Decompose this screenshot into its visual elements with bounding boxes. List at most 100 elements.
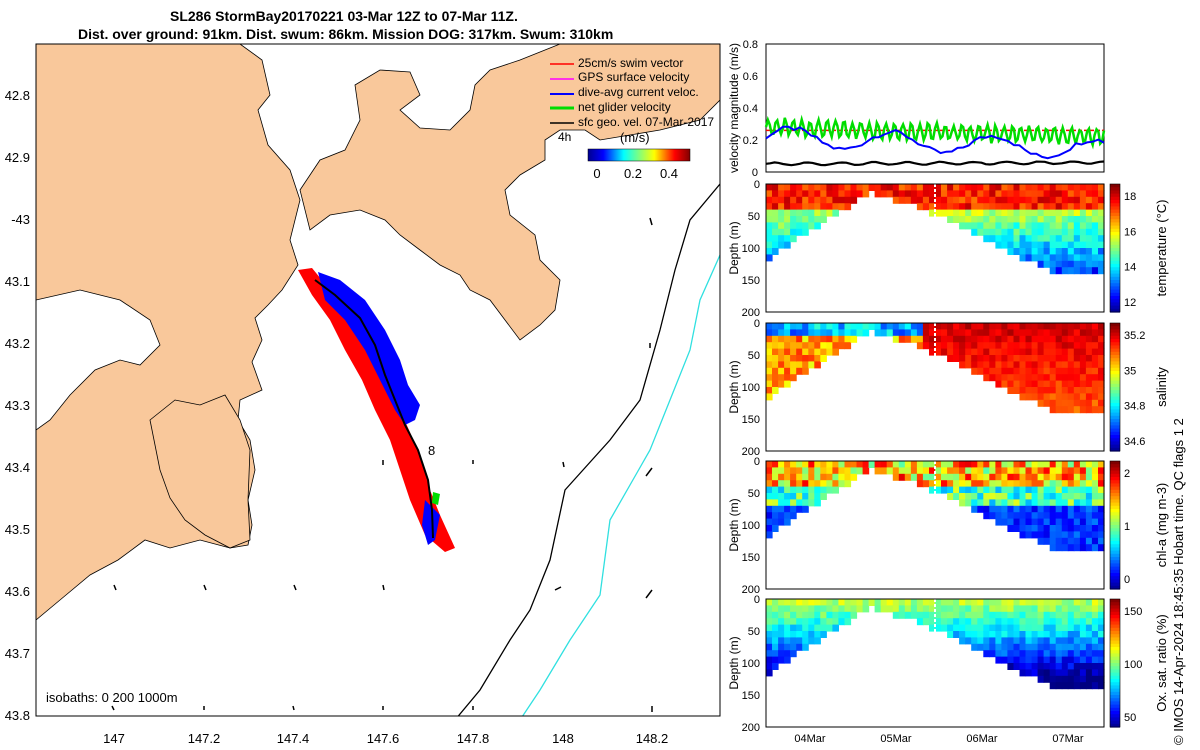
section-cell: [766, 209, 773, 217]
section-cell: [1007, 525, 1014, 532]
section-cell: [844, 611, 852, 619]
section-cell: [802, 611, 809, 619]
section-cell: [1031, 663, 1039, 670]
section-cell: [1031, 669, 1039, 677]
section-cell: [1091, 329, 1099, 337]
section-cell: [1098, 631, 1105, 638]
section-cell: [898, 599, 906, 606]
section-cell: [1098, 624, 1105, 632]
section-cell: [977, 367, 984, 375]
section-cell: [1073, 493, 1081, 500]
section-cell: [983, 618, 990, 626]
section-cell: [1043, 467, 1051, 475]
section-cell: [790, 323, 797, 330]
section-cell: [796, 196, 803, 204]
section-cell: [1031, 624, 1039, 632]
section-cell: [1025, 631, 1033, 638]
section-cell: [778, 643, 785, 651]
section-cell: [1055, 631, 1063, 638]
section-cell: [1031, 518, 1039, 526]
section-cell: [1098, 380, 1105, 388]
section-cell: [1049, 525, 1057, 532]
colorbar-step: [1110, 289, 1120, 294]
section-cell: [1091, 544, 1099, 552]
section-cell: [1031, 599, 1039, 606]
section-cell: [1007, 512, 1014, 520]
section-cell: [1043, 605, 1051, 613]
section-cell: [1098, 209, 1105, 217]
section-cell: [1079, 618, 1087, 626]
velocity-y-tick: 0.2: [743, 135, 758, 147]
section-cell: [1079, 260, 1087, 268]
section-cell: [772, 624, 779, 632]
section-cell: [1067, 624, 1075, 632]
section-cell: [778, 624, 785, 632]
section-cell: [989, 631, 996, 638]
section-cell: [1091, 637, 1099, 645]
section-cell: [1085, 605, 1093, 613]
section-cell: [796, 493, 803, 500]
section-cell: [1037, 624, 1045, 632]
section-cell: [1037, 355, 1045, 362]
section-cell: [959, 486, 966, 494]
section-cell: [941, 486, 948, 494]
section-cell: [1019, 209, 1027, 217]
section-cell: [778, 656, 785, 664]
section-cell: [1013, 374, 1021, 382]
section-cell: [977, 461, 984, 468]
section-cell: [1055, 480, 1063, 488]
section-cell: [965, 473, 972, 481]
section-cell: [880, 599, 888, 606]
section-cell: [916, 611, 924, 619]
velocity-y-tick: 0: [752, 167, 758, 179]
section-cell: [1079, 599, 1087, 606]
section-cell: [1007, 518, 1014, 526]
section-cell: [1073, 387, 1081, 394]
section-cell: [1037, 493, 1045, 500]
section-cell: [1067, 675, 1075, 683]
section-cell: [1085, 216, 1093, 223]
section-y-label: Depth (m): [727, 360, 741, 413]
section-cell: [1091, 254, 1099, 262]
section-cell: [1019, 637, 1027, 645]
section-cell: [995, 323, 1002, 330]
section-cell: [766, 228, 773, 236]
section-cell: [1037, 618, 1045, 626]
section-cell: [1037, 190, 1045, 198]
section-cell: [1037, 669, 1045, 677]
section-cell: [904, 605, 912, 613]
colorbar-frame: [1109, 598, 1121, 728]
colorbar-step: [1110, 257, 1120, 262]
section-cell: [1091, 209, 1099, 217]
section-cell: [790, 650, 797, 658]
section-cell: [802, 196, 809, 204]
section-cell: [1055, 512, 1063, 520]
colorbar-tick: 34.6: [1124, 436, 1145, 448]
section-cell: [1055, 335, 1063, 343]
section-cell: [766, 196, 773, 204]
section-cell: [995, 461, 1002, 468]
section-cell: [1037, 531, 1045, 539]
section-cell: [916, 184, 924, 191]
section-cell: [898, 184, 906, 191]
section-cell: [910, 190, 918, 198]
section-cell: [766, 342, 773, 350]
section-cell: [983, 335, 990, 343]
section-cell: [965, 461, 972, 468]
section-cell: [1073, 399, 1081, 407]
section-cell: [1049, 467, 1057, 475]
section-cell: [1055, 505, 1063, 513]
section-cell: [989, 323, 996, 330]
section-cell: [1067, 656, 1075, 664]
section-cell: [977, 342, 984, 350]
colorbar-step: [1110, 663, 1120, 667]
colorbar-label: Ox. sat. ratio (%): [1154, 614, 1169, 712]
section-cell: [989, 361, 996, 369]
section-cell: [1049, 393, 1057, 401]
section-cell: [1037, 222, 1045, 230]
colorbar-step: [1110, 419, 1120, 423]
section-cell: [886, 329, 894, 337]
section-cell: [1049, 618, 1057, 626]
section-cell: [1055, 406, 1063, 414]
colorbar-step: [1110, 431, 1120, 436]
